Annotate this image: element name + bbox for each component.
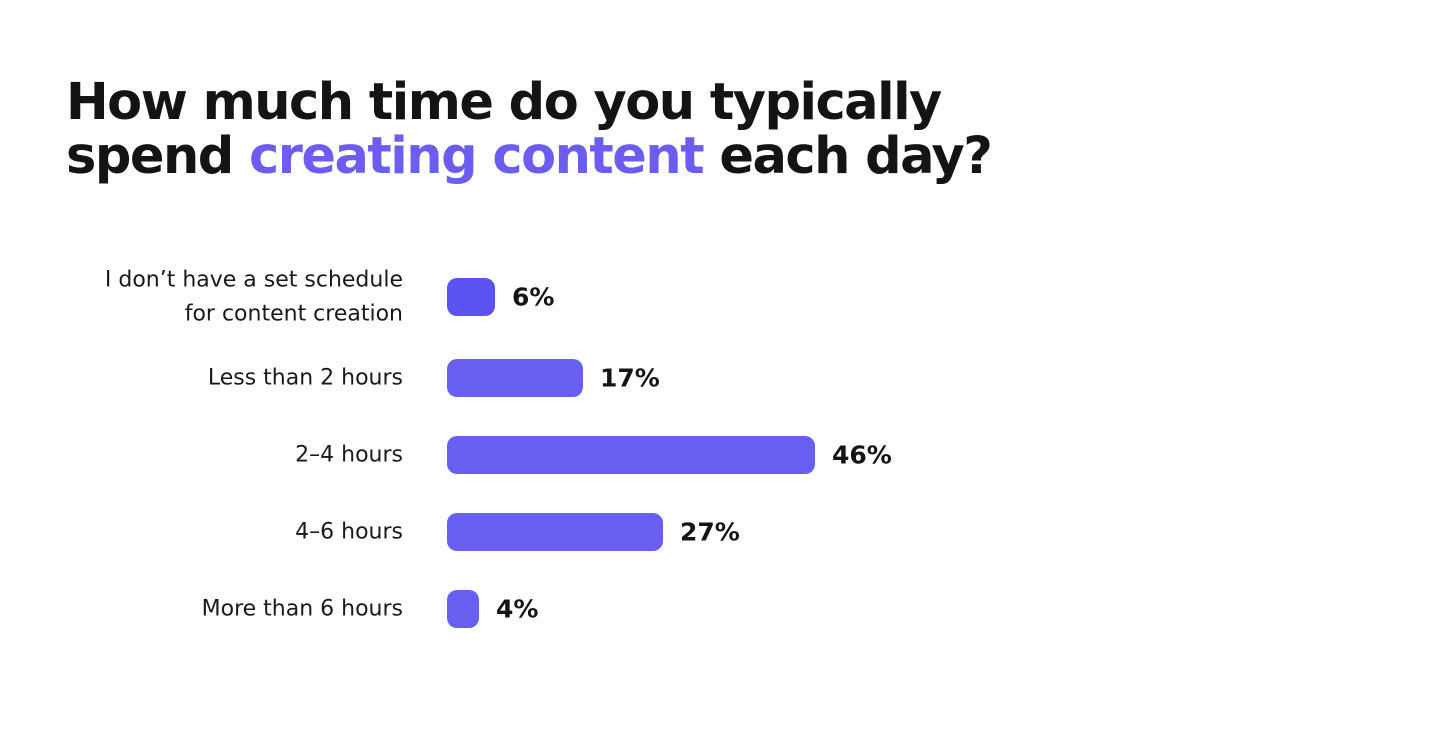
category-label: 4–6 hours [295,520,403,545]
value-label: 27% [680,518,740,547]
category-label: Less than 2 hours [208,366,403,391]
bar [447,278,495,316]
title-line-2-start: spend [66,127,250,186]
value-label: 17% [600,364,660,393]
value-label: 4% [496,595,538,624]
title-accent-text: creating content [249,127,705,186]
value-label: 46% [832,441,892,470]
category-label: More than 6 hours [202,597,403,622]
bar [447,513,663,551]
category-label: for content creation [185,302,403,327]
bar [447,359,583,397]
value-label: 6% [512,283,554,312]
bar [447,590,479,628]
category-label: 2–4 hours [295,443,403,468]
title-line-1: How much time do you typically [66,73,942,132]
chart-title: How much time do you typically spend cre… [66,73,993,186]
title-line-2-end: each day? [703,127,993,186]
category-label: I don’t have a set schedule [105,268,403,293]
bar [447,436,815,474]
